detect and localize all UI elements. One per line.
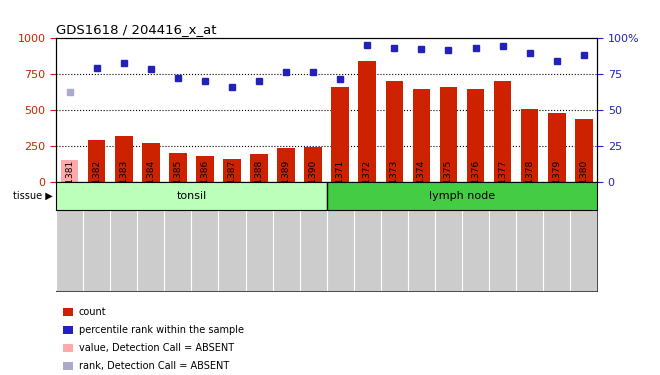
- Bar: [548, 112, 566, 182]
- Text: percentile rank within the sample: percentile rank within the sample: [79, 325, 244, 335]
- Bar: [412, 90, 430, 182]
- Bar: [169, 153, 187, 182]
- Text: GDS1618 / 204416_x_at: GDS1618 / 204416_x_at: [56, 23, 216, 36]
- Text: lymph node: lymph node: [429, 191, 495, 201]
- Bar: [61, 160, 79, 182]
- Bar: [304, 147, 322, 182]
- Bar: [196, 156, 214, 182]
- Text: value, Detection Call = ABSENT: value, Detection Call = ABSENT: [79, 343, 234, 353]
- Bar: [467, 90, 484, 182]
- Text: rank, Detection Call = ABSENT: rank, Detection Call = ABSENT: [79, 361, 229, 371]
- Bar: [358, 61, 376, 182]
- Bar: [331, 87, 349, 182]
- Bar: [56, 182, 327, 210]
- Bar: [327, 182, 597, 210]
- Bar: [440, 87, 457, 182]
- Text: count: count: [79, 307, 106, 317]
- Bar: [88, 140, 106, 182]
- Bar: [385, 81, 403, 182]
- Text: tonsil: tonsil: [176, 191, 207, 201]
- Bar: [521, 109, 539, 182]
- Bar: [115, 136, 133, 182]
- Bar: [277, 148, 295, 182]
- Bar: [142, 143, 160, 182]
- Bar: [575, 119, 593, 182]
- Text: tissue ▶: tissue ▶: [13, 191, 53, 201]
- Bar: [494, 81, 512, 182]
- Bar: [223, 159, 241, 182]
- Bar: [250, 154, 268, 182]
